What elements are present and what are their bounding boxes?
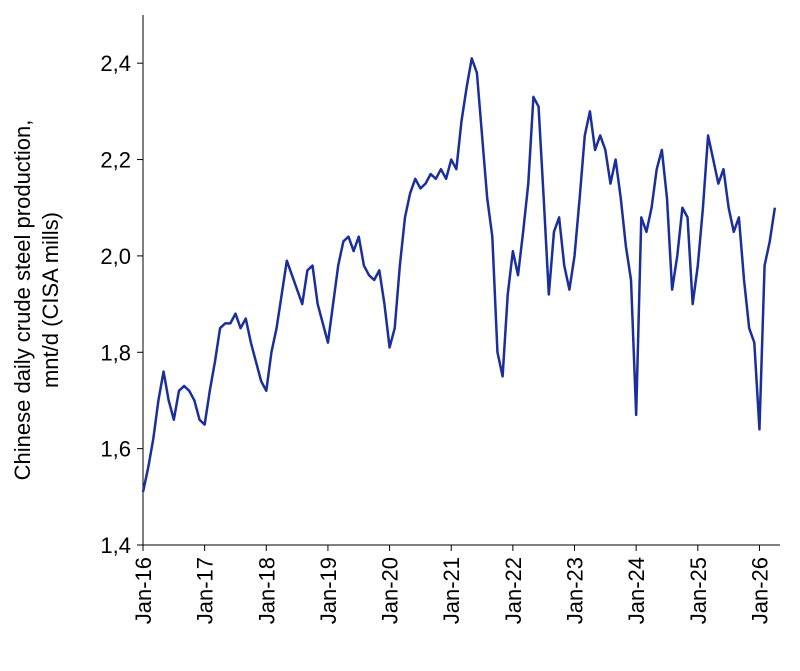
y-tick-label: 2,0	[100, 244, 131, 269]
data-line	[141, 57, 777, 493]
x-tick-label: Jan-18	[254, 557, 279, 624]
y-tick-label: 1,8	[100, 340, 131, 365]
y-tick-label: 2,2	[100, 148, 131, 173]
x-tick-label: Jan-23	[563, 557, 588, 624]
x-tick-label: Jan-19	[316, 557, 341, 624]
y-tick-label: 1,4	[100, 533, 131, 558]
y-axis-label: Chinese daily crude steel production,	[10, 120, 35, 481]
y-tick-label: 2,4	[100, 51, 131, 76]
x-tick-label: Jan-21	[439, 557, 464, 624]
x-tick-label: Jan-17	[193, 557, 218, 624]
x-tick-label: Jan-24	[624, 557, 649, 624]
y-axis-label: mnt/d (CISA mills)	[38, 212, 63, 388]
x-tick-label: Jan-26	[747, 557, 772, 624]
y-tick-label: 1,6	[100, 437, 131, 462]
x-tick-label: Jan-25	[686, 557, 711, 624]
x-tick-label: Jan-16	[131, 557, 156, 624]
x-tick-label: Jan-22	[501, 557, 526, 624]
x-tick-label: Jan-20	[378, 557, 403, 624]
